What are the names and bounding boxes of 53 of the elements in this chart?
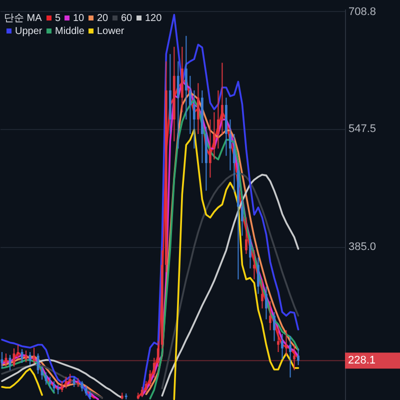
legend-label: Lower bbox=[97, 26, 125, 37]
candlestick bbox=[245, 217, 248, 254]
candlestick bbox=[241, 198, 244, 236]
candlestick bbox=[233, 134, 236, 193]
ref-line-label: 228.1 bbox=[348, 354, 376, 367]
candlestick bbox=[229, 118, 232, 171]
legend-label: 20 bbox=[97, 13, 109, 24]
candlestick bbox=[32, 347, 36, 364]
candlestick bbox=[216, 90, 220, 150]
y-tick-label: 708.8 bbox=[348, 6, 376, 18]
candlestick bbox=[249, 235, 252, 269]
candlestick bbox=[261, 278, 264, 309]
candlestick bbox=[196, 82, 200, 135]
candlestick bbox=[192, 90, 196, 150]
candlestick bbox=[289, 336, 292, 378]
candlestick bbox=[64, 376, 68, 389]
candlestick bbox=[144, 380, 148, 393]
candlestick bbox=[184, 35, 188, 120]
y-tick-label: 547.5 bbox=[348, 123, 376, 136]
candlestick bbox=[152, 357, 156, 378]
candlestick bbox=[72, 376, 76, 388]
candlestick bbox=[40, 366, 44, 380]
legend-label: 60 bbox=[121, 13, 133, 24]
candlestick bbox=[188, 75, 192, 135]
candlestick bbox=[80, 380, 84, 392]
candlestick bbox=[56, 384, 60, 395]
legend-title: 단순 MA bbox=[4, 13, 42, 24]
candlestick bbox=[293, 344, 296, 371]
candlestick bbox=[84, 384, 88, 396]
candlestick bbox=[265, 286, 268, 320]
y-tick-label: 385.0 bbox=[348, 241, 376, 254]
candlestick bbox=[140, 386, 144, 398]
legend-label: 120 bbox=[145, 13, 162, 24]
candlestick bbox=[68, 373, 72, 385]
candlestick bbox=[277, 326, 280, 353]
candlestick bbox=[273, 312, 276, 342]
legend-label: Middle bbox=[55, 26, 85, 37]
candlestick bbox=[148, 370, 152, 388]
candlestick bbox=[253, 250, 256, 280]
candlestick bbox=[60, 380, 64, 393]
candlestick bbox=[212, 112, 216, 160]
candlestick bbox=[176, 60, 180, 150]
candlestick bbox=[297, 348, 300, 366]
legend-label: Upper bbox=[15, 26, 43, 37]
candlestick bbox=[281, 333, 284, 360]
candlestick bbox=[285, 330, 288, 356]
candlestick bbox=[208, 118, 212, 178]
candlestick bbox=[269, 300, 272, 331]
candlestick bbox=[257, 257, 260, 294]
legend-label: 10 bbox=[73, 13, 85, 24]
candlestick bbox=[220, 62, 224, 135]
legend-label: 5 bbox=[55, 13, 61, 24]
candlestick bbox=[156, 340, 160, 368]
